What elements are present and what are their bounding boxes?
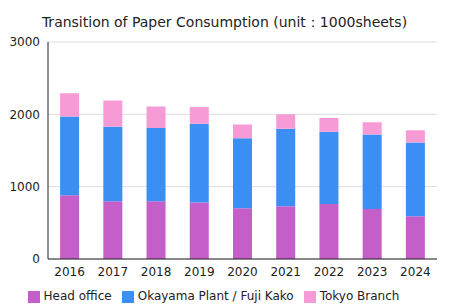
html-text:Okayama Plant / Fuji Kako: Okayama Plant / Fuji Kako — [137, 289, 294, 303]
svg-text:2022: 2022 — [314, 265, 345, 279]
svg-text:2017: 2017 — [98, 265, 129, 279]
svg-text:0: 0 — [32, 252, 40, 266]
html-text:Head office: Head office — [43, 289, 112, 303]
svg-text:2020: 2020 — [227, 265, 258, 279]
svg-text:2019: 2019 — [184, 265, 215, 279]
svg-text:2018: 2018 — [141, 265, 172, 279]
svg-text:2016: 2016 — [54, 265, 85, 279]
svg-text:3000: 3000 — [9, 35, 40, 49]
svg-text:1000: 1000 — [9, 180, 40, 194]
svg-text:2021: 2021 — [270, 265, 301, 279]
svg-text:2000: 2000 — [9, 108, 40, 122]
html-text:Tokyo Branch: Tokyo Branch — [319, 289, 400, 303]
svg-text:2023: 2023 — [357, 265, 388, 279]
svg-text:2024: 2024 — [400, 265, 431, 279]
html-text:Transition of Paper Consumptio: Transition of Paper Consumption (unit：10… — [41, 14, 408, 30]
